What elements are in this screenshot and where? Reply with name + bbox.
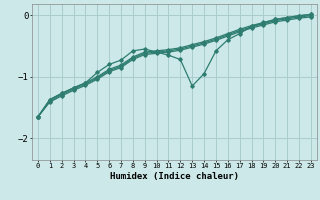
X-axis label: Humidex (Indice chaleur): Humidex (Indice chaleur) [110, 172, 239, 181]
